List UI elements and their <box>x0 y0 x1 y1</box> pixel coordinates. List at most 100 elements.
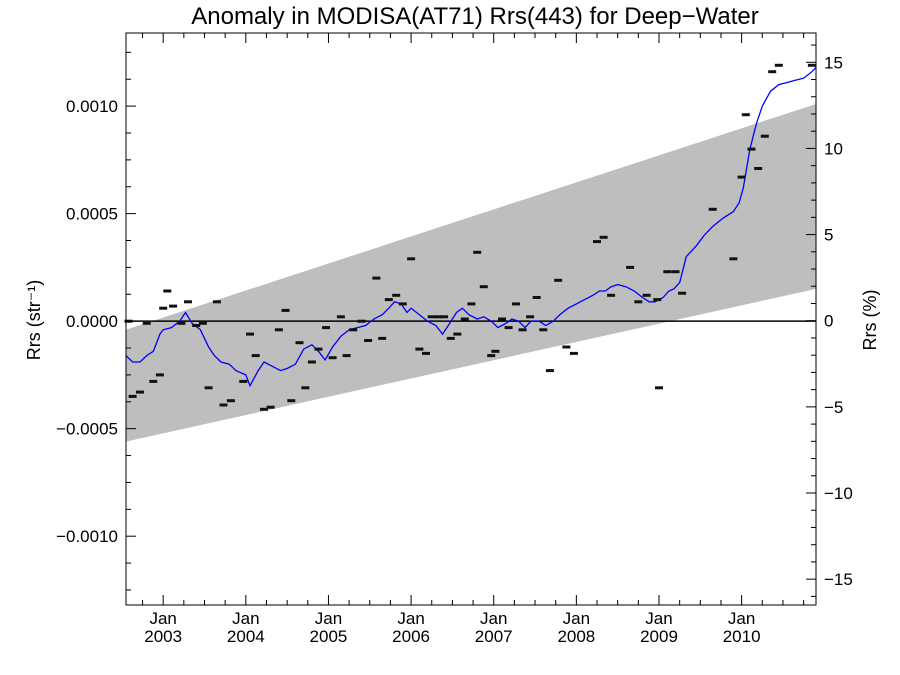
data-points <box>124 63 816 411</box>
data-point <box>607 293 616 297</box>
data-point <box>741 113 750 117</box>
data-point <box>274 328 283 332</box>
data-point <box>226 399 235 403</box>
data-point <box>322 326 330 330</box>
data-point <box>467 302 476 306</box>
data-point <box>422 351 430 355</box>
data-point <box>518 328 527 332</box>
y-tick-label-left: 0.0010 <box>66 97 118 116</box>
data-point <box>671 270 680 274</box>
data-point <box>491 349 500 353</box>
x-tick-label-month: Jan <box>480 609 507 628</box>
data-point <box>427 315 436 319</box>
data-point <box>407 257 416 261</box>
data-point <box>328 356 337 360</box>
data-point <box>136 390 144 394</box>
data-point <box>159 306 168 310</box>
data-point <box>184 300 192 304</box>
y-tick-label-right: −15 <box>824 570 853 589</box>
data-point <box>655 386 663 390</box>
plot-area <box>125 66 817 442</box>
data-point <box>473 250 482 254</box>
data-point <box>729 257 738 261</box>
data-point <box>266 405 275 409</box>
x-tick-label-year: 2007 <box>475 627 513 646</box>
plot-frame <box>125 32 817 606</box>
data-point <box>281 308 290 312</box>
chart-title: Anomaly in MODISA(AT71) Rrs(443) for Dee… <box>191 3 759 30</box>
data-point <box>169 304 178 308</box>
data-point <box>295 341 304 345</box>
data-point <box>512 302 520 306</box>
x-tick-label-month: Jan <box>149 609 176 628</box>
x-tick-label-month: Jan <box>315 609 342 628</box>
y-tick-label-right: 15 <box>824 53 843 72</box>
x-tick-label-month: Jan <box>397 609 424 628</box>
data-point <box>532 296 541 299</box>
y-tick-label-left: −0.0010 <box>56 527 118 546</box>
x-tick-label-year: 2009 <box>640 627 678 646</box>
data-point <box>398 302 407 306</box>
data-point <box>342 354 351 358</box>
x-tick-label-year: 2008 <box>557 627 595 646</box>
x-tick-label-year: 2006 <box>392 627 430 646</box>
data-point <box>314 347 323 351</box>
data-point <box>768 70 777 74</box>
data-point <box>678 291 687 295</box>
data-point <box>349 328 358 332</box>
data-point <box>260 407 268 411</box>
data-point <box>663 270 672 274</box>
data-point <box>562 345 571 349</box>
data-point <box>198 321 207 325</box>
data-point <box>774 63 783 67</box>
data-point <box>384 298 393 302</box>
y-tick-label-left: 0.0000 <box>66 312 118 331</box>
data-point <box>737 175 746 179</box>
data-point <box>307 360 316 364</box>
data-point <box>251 354 260 358</box>
y-axis-label-left: Rrs (str⁻¹) <box>24 280 44 360</box>
data-point <box>479 285 488 289</box>
confidence-band <box>126 103 816 442</box>
data-point <box>569 351 578 355</box>
data-point <box>760 134 769 138</box>
data-point <box>434 315 443 319</box>
data-point <box>287 399 296 403</box>
y-tick-label-right: −10 <box>824 484 853 503</box>
data-point <box>440 315 449 319</box>
data-point <box>599 235 608 239</box>
data-point <box>554 278 563 282</box>
data-point <box>192 324 201 327</box>
data-point <box>415 347 424 351</box>
data-point <box>212 300 221 304</box>
data-point <box>336 315 345 319</box>
x-tick-label-month: Jan <box>232 609 259 628</box>
data-point <box>642 293 651 297</box>
data-point <box>378 336 387 340</box>
x-tick-label-year: 2003 <box>144 627 182 646</box>
data-point <box>460 317 469 321</box>
data-point <box>301 386 310 390</box>
data-point <box>487 354 496 358</box>
data-point <box>177 321 186 325</box>
axes: 0.0010 0.0005 0.0000 −0.0005 −0.0010 15 10 5 0 −5… <box>56 32 853 646</box>
y-tick-label-right: 0 <box>824 312 833 331</box>
y-tick-label-left: −0.0005 <box>56 420 118 439</box>
data-point <box>142 321 151 325</box>
x-tick-label-year: 2004 <box>227 627 265 646</box>
data-point <box>539 328 548 332</box>
data-point <box>364 339 373 342</box>
data-point <box>754 167 763 170</box>
data-point <box>372 276 381 280</box>
x-tick-label-year: 2005 <box>310 627 348 646</box>
y-tick-label-right: 10 <box>824 139 843 158</box>
y-axis-label-right: Rrs (%) <box>860 290 880 351</box>
data-point <box>498 317 506 321</box>
y-tick-label-right: −5 <box>824 398 843 417</box>
data-point <box>446 336 455 340</box>
data-point <box>219 403 228 407</box>
data-point <box>807 63 816 67</box>
data-point <box>593 240 601 244</box>
data-point <box>392 293 401 297</box>
